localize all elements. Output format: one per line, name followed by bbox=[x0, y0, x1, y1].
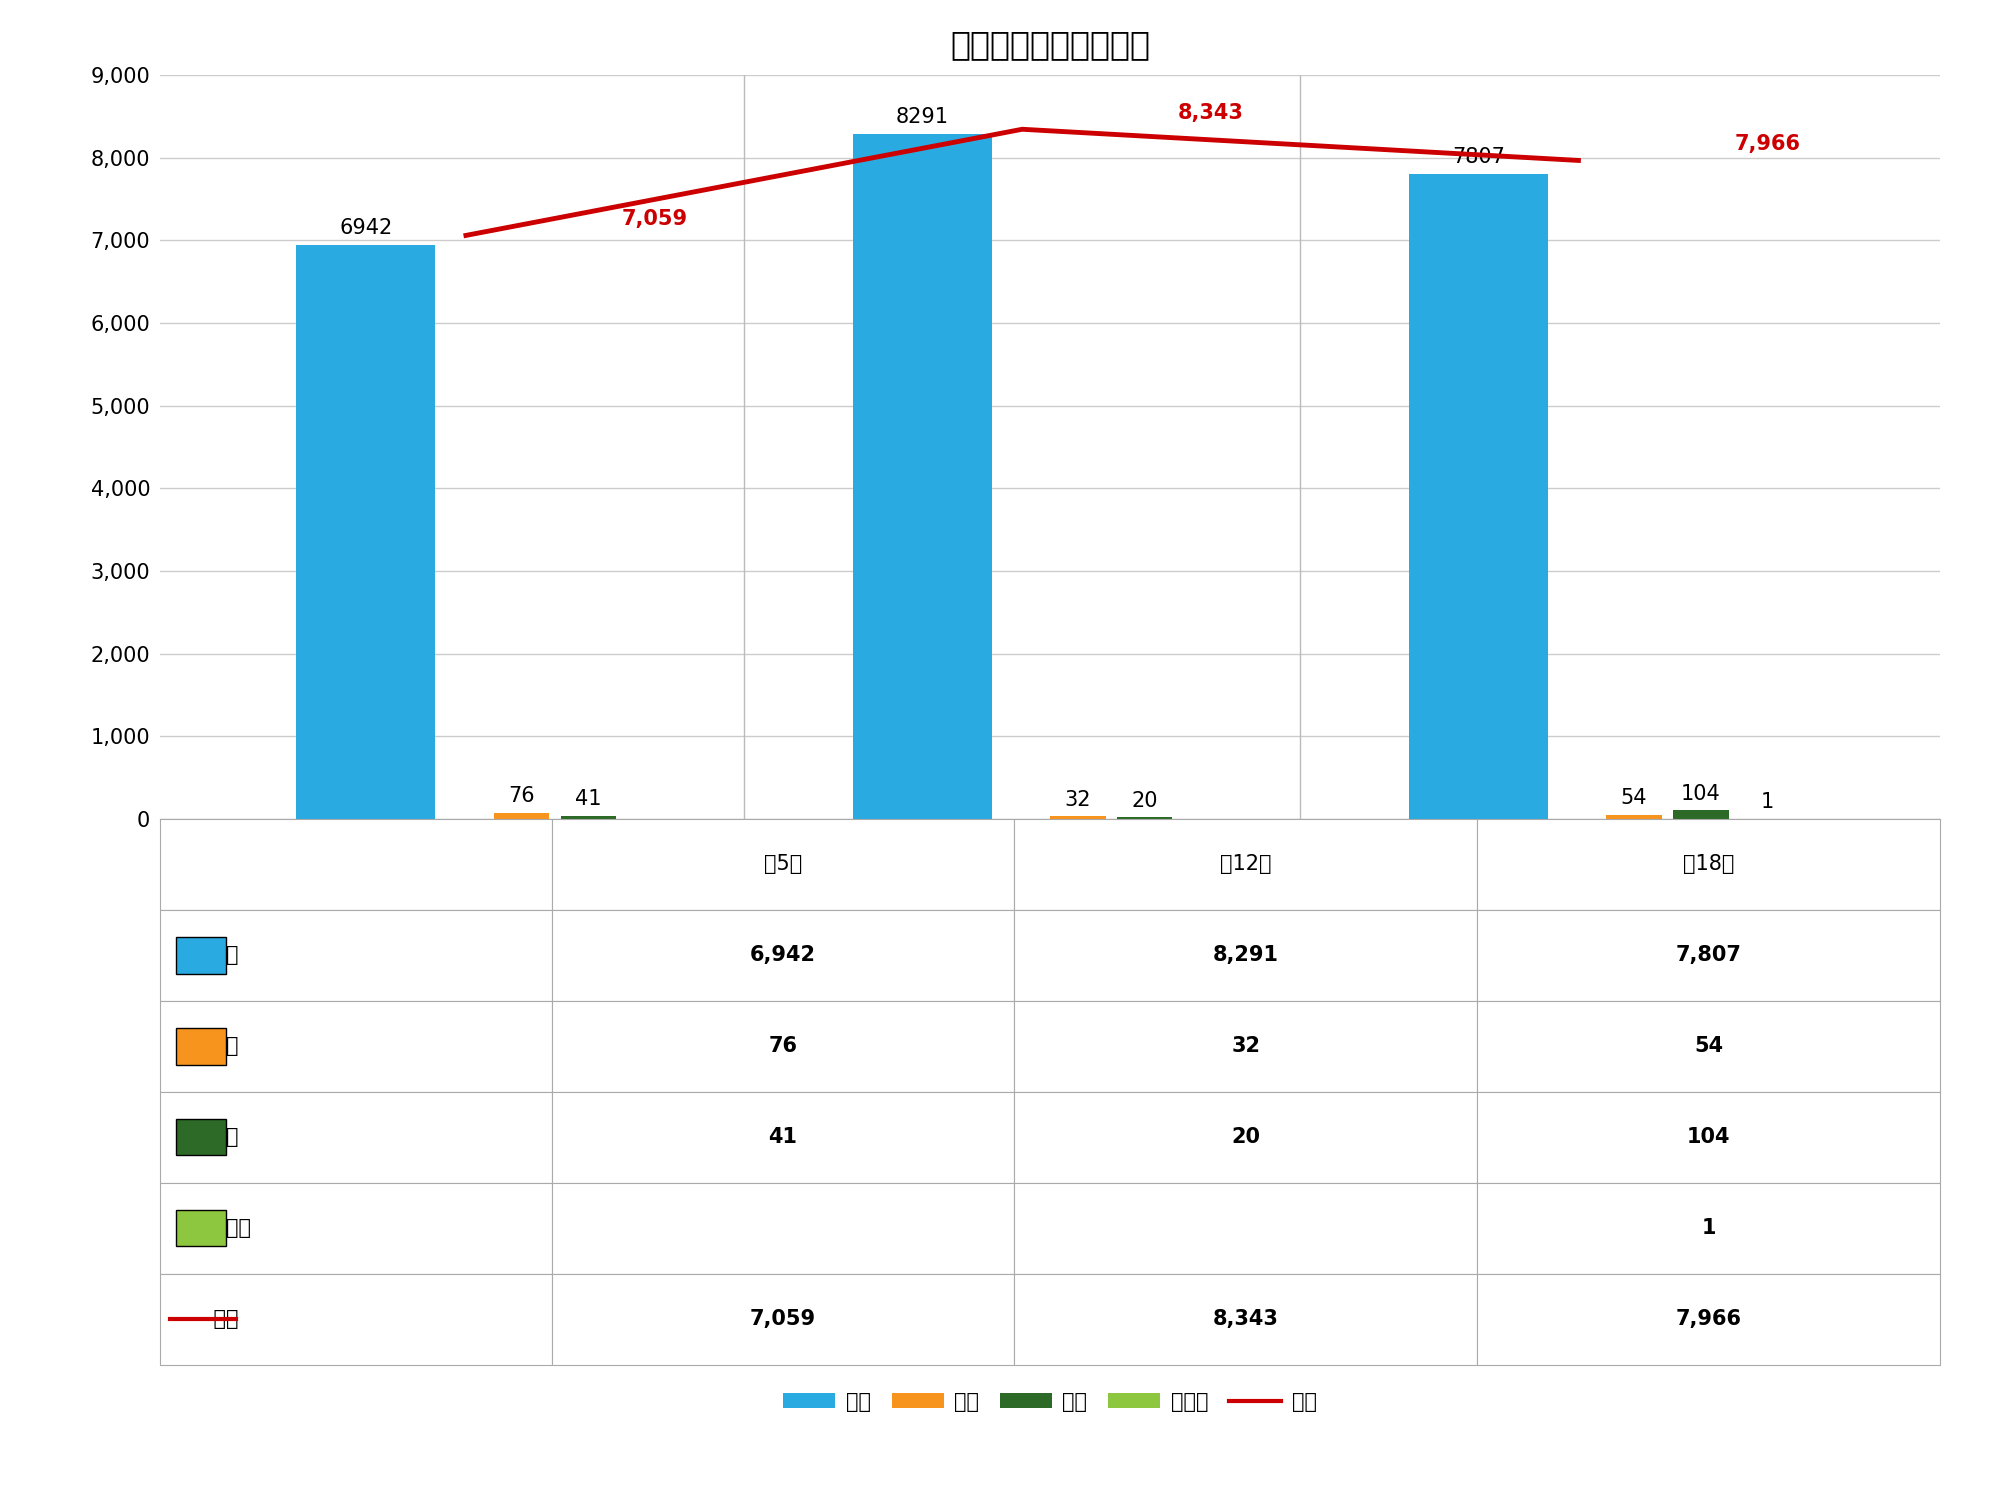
Text: 20: 20 bbox=[1132, 791, 1158, 811]
Text: 32: 32 bbox=[1064, 790, 1092, 809]
Text: 7,059: 7,059 bbox=[622, 208, 688, 229]
Bar bbox=[1050, 817, 1106, 818]
Bar bbox=[494, 812, 550, 818]
Legend: 津波, 揺れ, 火災, その他, 合計: 津波, 揺れ, 火災, その他, 合計 bbox=[774, 1384, 1324, 1420]
Text: 7807: 7807 bbox=[1452, 147, 1504, 166]
Bar bbox=[1116, 817, 1172, 818]
Bar bbox=[852, 133, 992, 818]
Text: 1: 1 bbox=[1760, 793, 1774, 812]
Bar bbox=[296, 246, 436, 818]
Text: 104: 104 bbox=[1680, 784, 1720, 803]
Bar bbox=[1674, 811, 1728, 818]
Text: 54: 54 bbox=[1620, 788, 1648, 808]
Bar bbox=[560, 815, 616, 818]
Text: 41: 41 bbox=[576, 788, 602, 809]
Text: 7,966: 7,966 bbox=[1734, 133, 1800, 154]
Bar bbox=[1408, 174, 1548, 818]
Text: 76: 76 bbox=[508, 785, 534, 806]
Text: 8291: 8291 bbox=[896, 106, 948, 127]
Text: 8,343: 8,343 bbox=[1178, 102, 1244, 123]
Text: 6942: 6942 bbox=[340, 219, 392, 238]
Bar bbox=[1606, 814, 1662, 818]
Title: 尼崎市の原因別死者数: 尼崎市の原因別死者数 bbox=[950, 28, 1150, 61]
